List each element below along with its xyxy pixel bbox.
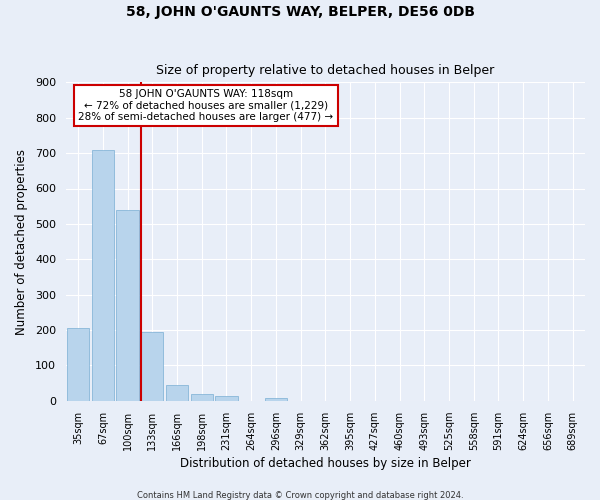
Bar <box>166 385 188 401</box>
Bar <box>215 396 238 401</box>
Bar <box>67 328 89 401</box>
Bar <box>141 332 163 401</box>
Text: 58 JOHN O'GAUNTS WAY: 118sqm
← 72% of detached houses are smaller (1,229)
28% of: 58 JOHN O'GAUNTS WAY: 118sqm ← 72% of de… <box>79 88 334 122</box>
Y-axis label: Number of detached properties: Number of detached properties <box>15 148 28 334</box>
Title: Size of property relative to detached houses in Belper: Size of property relative to detached ho… <box>156 64 494 77</box>
X-axis label: Distribution of detached houses by size in Belper: Distribution of detached houses by size … <box>180 457 471 470</box>
Bar <box>116 210 139 401</box>
Bar <box>265 398 287 401</box>
Bar <box>191 394 213 401</box>
Text: Contains HM Land Registry data © Crown copyright and database right 2024.: Contains HM Land Registry data © Crown c… <box>137 490 463 500</box>
Bar <box>92 150 114 401</box>
Text: 58, JOHN O'GAUNTS WAY, BELPER, DE56 0DB: 58, JOHN O'GAUNTS WAY, BELPER, DE56 0DB <box>125 5 475 19</box>
